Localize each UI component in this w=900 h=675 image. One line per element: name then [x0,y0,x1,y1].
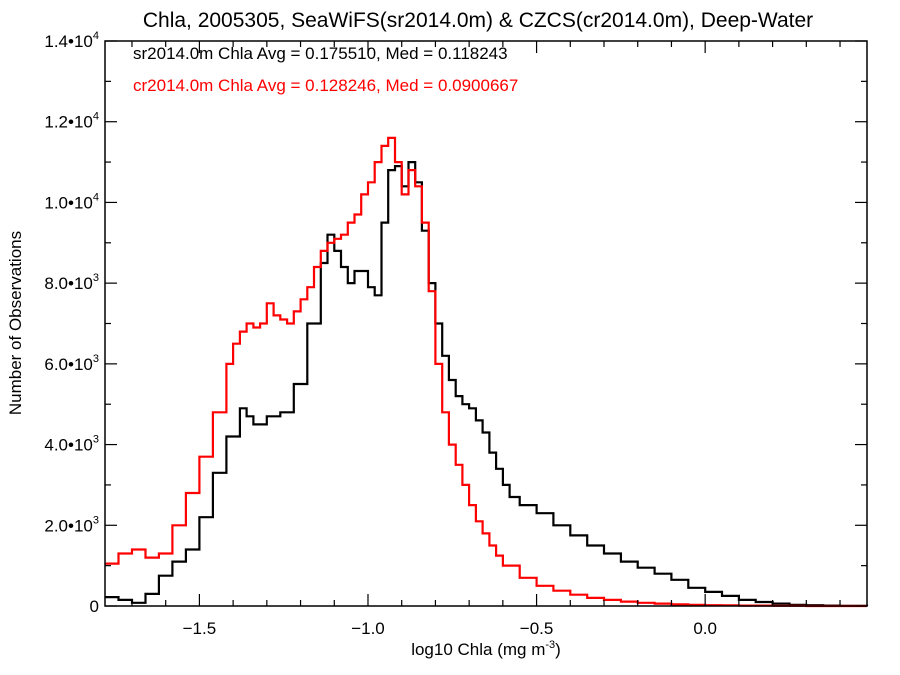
y-tick-exponent: 4 [93,191,99,203]
plot-frame [104,40,868,607]
annotation-black: sr2014.0m Chla Avg = 0.175510, Med = 0.1… [133,44,508,63]
x-axis: −1.5 −1.0 −0.5 0.0 [131,41,841,638]
y-tick-label: 2.0•103 [44,514,99,535]
y-axis-label: Number of Observations [6,231,25,415]
y-tick-label: 8.0•103 [44,272,99,293]
y-tick-mantissa: 0 [90,597,99,616]
x-tick-label: 0.0 [693,619,717,638]
chart-title: Chla, 2005305, SeaWiFS(sr2014.0m) & CZCS… [143,9,813,32]
annotation-black-text: sr2014.0m Chla Avg = 0.175510, Med = 0.1… [133,44,508,63]
y-tick-mantissa: 6.0•10 [44,355,93,374]
y-tick-mantissa: 4.0•10 [44,436,93,455]
y-tick-label: 1.0•104 [44,191,99,212]
annotation-red: cr2014.0m Chla Avg = 0.128246, Med = 0.0… [133,76,518,95]
y-tick-exponent: 3 [93,514,99,526]
y-tick-label: 4.0•103 [44,434,99,455]
x-tick-label: −1.0 [351,619,385,638]
y-tick-exponent: 3 [93,353,99,365]
y-tick-mantissa: 1.0•10 [44,193,93,212]
x-axis-label: log10 Chla (mg m-3) [411,639,561,659]
x-axis-label-main: log10 Chla (mg m [411,640,545,659]
series-layer [105,136,869,608]
x-tick-label: −1.5 [183,619,217,638]
y-tick-mantissa: 1.4•10 [44,32,93,51]
y-tick-exponent: 4 [93,30,99,42]
x-axis-label-suffix: ) [555,640,561,659]
y-tick-mantissa: 8.0•10 [44,274,93,293]
y-tick-label: 6.0•103 [44,353,99,374]
y-tick-exponent: 3 [93,272,99,284]
y-tick-exponent: 4 [93,111,99,123]
y-tick-exponent: 3 [93,434,99,446]
y-tick-label: 0 [90,597,99,616]
x-axis-label-exponent: -3 [545,639,555,651]
x-tick-label: −0.5 [520,619,554,638]
y-tick-label: 1.4•104 [44,30,99,51]
y-axis: 02.0•1034.0•1036.0•1038.0•1031.0•1041.2•… [44,30,867,616]
series-line-1 [105,136,867,608]
y-tick-mantissa: 2.0•10 [44,516,93,535]
annotation-red-text: cr2014.0m Chla Avg = 0.128246, Med = 0.0… [133,76,518,95]
y-tick-label: 1.2•104 [44,111,99,132]
y-tick-mantissa: 1.2•10 [44,113,93,132]
series-line-0 [105,161,869,607]
